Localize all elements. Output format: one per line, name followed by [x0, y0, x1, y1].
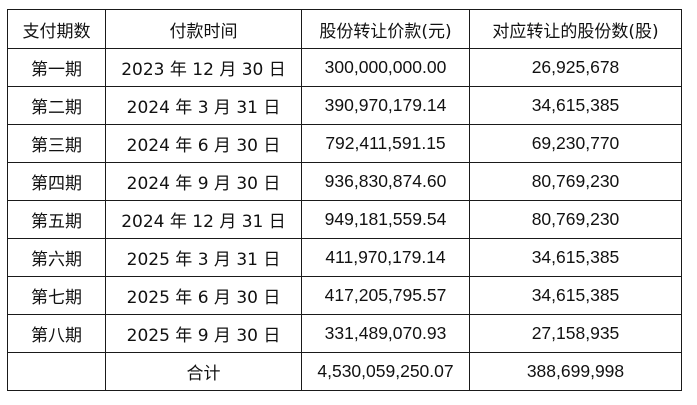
total-empty-cell	[7, 352, 106, 391]
table-row: 第一期 2023 年 12 月 30 日 300,000,000.00 26,9…	[7, 48, 682, 87]
cell-price: 936,830,874.60	[301, 162, 470, 201]
cell-date: 2024 年 12 月 31 日	[105, 200, 302, 239]
total-row: 合计 4,530,059,250.07 388,699,998	[7, 352, 682, 391]
cell-date: 2025 年 3 月 31 日	[105, 238, 302, 277]
cell-period: 第六期	[7, 238, 106, 277]
cell-shares: 69,230,770	[469, 124, 682, 163]
cell-date: 2025 年 9 月 30 日	[105, 314, 302, 353]
cell-shares: 34,615,385	[469, 238, 682, 277]
table-row: 第六期 2025 年 3 月 31 日 411,970,179.14 34,61…	[7, 238, 682, 277]
cell-price: 949,181,559.54	[301, 200, 470, 239]
table-header-row: 支付期数 付款时间 股份转让价款(元) 对应转让的股份数(股)	[7, 9, 682, 49]
table-row: 第二期 2024 年 3 月 31 日 390,970,179.14 34,61…	[7, 86, 682, 125]
cell-date: 2024 年 3 月 31 日	[105, 86, 302, 125]
table-row: 第八期 2025 年 9 月 30 日 331,489,070.93 27,15…	[7, 314, 682, 353]
total-shares: 388,699,998	[469, 352, 682, 391]
cell-period: 第四期	[7, 162, 106, 201]
cell-period: 第三期	[7, 124, 106, 163]
table-row: 第三期 2024 年 6 月 30 日 792,411,591.15 69,23…	[7, 124, 682, 163]
cell-date: 2023 年 12 月 30 日	[105, 48, 302, 87]
cell-date: 2024 年 6 月 30 日	[105, 124, 302, 163]
cell-date: 2025 年 6 月 30 日	[105, 276, 302, 315]
cell-period: 第七期	[7, 276, 106, 315]
total-price: 4,530,059,250.07	[301, 352, 470, 391]
cell-shares: 80,769,230	[469, 200, 682, 239]
header-payment-period: 支付期数	[7, 9, 106, 49]
cell-price: 331,489,070.93	[301, 314, 470, 353]
cell-price: 792,411,591.15	[301, 124, 470, 163]
cell-price: 300,000,000.00	[301, 48, 470, 87]
cell-price: 411,970,179.14	[301, 238, 470, 277]
cell-date: 2024 年 9 月 30 日	[105, 162, 302, 201]
cell-shares: 80,769,230	[469, 162, 682, 201]
cell-price: 390,970,179.14	[301, 86, 470, 125]
total-label: 合计	[105, 352, 302, 391]
cell-period: 第八期	[7, 314, 106, 353]
cell-price: 417,205,795.57	[301, 276, 470, 315]
cell-shares: 34,615,385	[469, 86, 682, 125]
cell-shares: 26,925,678	[469, 48, 682, 87]
header-payment-date: 付款时间	[105, 9, 302, 49]
cell-shares: 34,615,385	[469, 276, 682, 315]
payment-schedule-table-container: 支付期数 付款时间 股份转让价款(元) 对应转让的股份数(股) 第一期 2023…	[7, 9, 682, 391]
cell-period: 第五期	[7, 200, 106, 239]
cell-period: 第二期	[7, 86, 106, 125]
header-transferred-shares: 对应转让的股份数(股)	[469, 9, 682, 49]
cell-shares: 27,158,935	[469, 314, 682, 353]
cell-period: 第一期	[7, 48, 106, 87]
table-row: 第七期 2025 年 6 月 30 日 417,205,795.57 34,61…	[7, 276, 682, 315]
payment-schedule-table: 支付期数 付款时间 股份转让价款(元) 对应转让的股份数(股) 第一期 2023…	[7, 9, 682, 391]
header-transfer-price: 股份转让价款(元)	[301, 9, 470, 49]
table-row: 第五期 2024 年 12 月 31 日 949,181,559.54 80,7…	[7, 200, 682, 239]
table-row: 第四期 2024 年 9 月 30 日 936,830,874.60 80,76…	[7, 162, 682, 201]
